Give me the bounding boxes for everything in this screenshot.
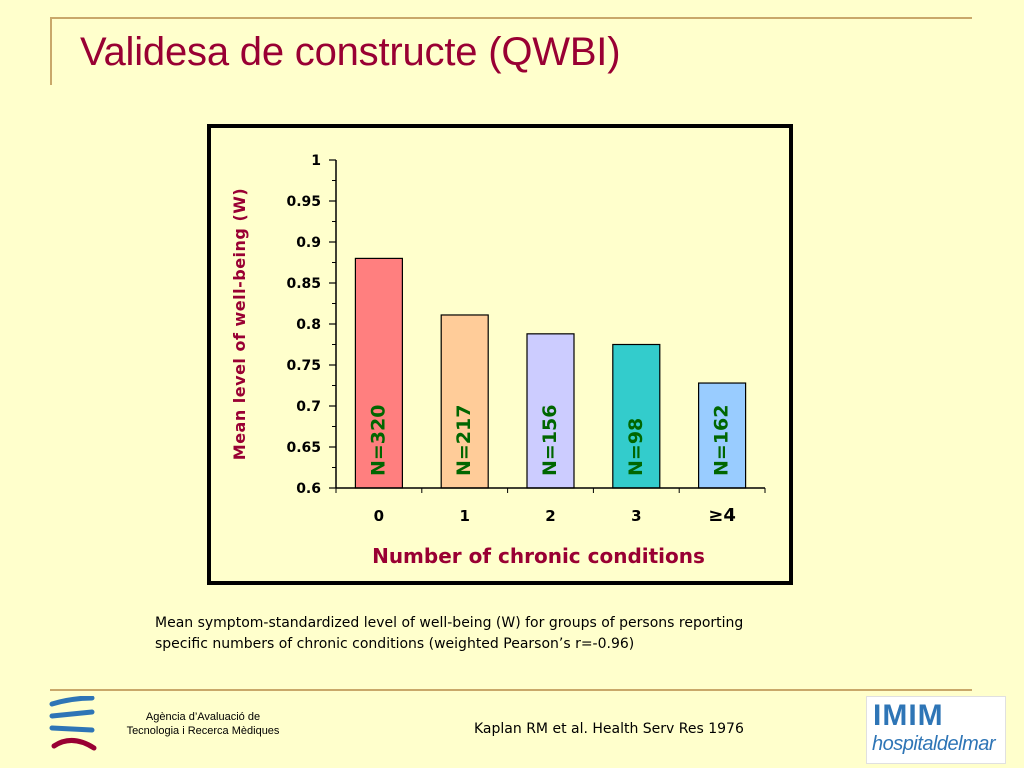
bar-label: N=98: [625, 418, 647, 476]
imim-logo-line-1: IMIM: [873, 699, 944, 732]
x-tick-label: 2: [545, 507, 555, 525]
x-axis: 0 1 2 3 ≥4: [335, 487, 766, 526]
bar-label: N=320: [367, 405, 389, 476]
agency-line-2: Tecnologia i Recerca Mèdiques: [126, 725, 280, 737]
y-axis: 0.6 0.65 0.7 0.75 0.8 0.85 0.9 0.95 1: [286, 153, 337, 497]
side-rule: [50, 17, 52, 85]
bottom-rule: [50, 689, 972, 691]
bar: [698, 382, 747, 489]
imim-logo-line-2: hospitaldelmar: [872, 733, 996, 755]
reference: Kaplan RM et al. Health Serv Res 1976: [474, 721, 744, 737]
y-tick-label: 0.9: [296, 235, 321, 251]
bar-label: N=156: [539, 405, 561, 476]
bar: [526, 333, 575, 489]
x-tick-label: ≥4: [708, 505, 736, 526]
x-tick-label: 3: [631, 507, 641, 525]
caption-line-1: Mean symptom-standardized level of well-…: [155, 615, 744, 631]
figure-caption: Mean symptom-standardized level of well-…: [155, 613, 855, 655]
y-tick-label: 0.75: [286, 358, 321, 374]
bar-label: N=162: [711, 405, 733, 476]
bar-label: N=217: [453, 405, 475, 476]
y-tick-label: 0.6: [296, 481, 321, 497]
x-axis-title: Number of chronic conditions: [372, 544, 705, 568]
y-tick-label: 0.8: [296, 317, 321, 333]
y-tick-label: 0.85: [286, 276, 321, 292]
x-tick-label: 1: [459, 507, 469, 525]
x-tick-label: 0: [374, 507, 384, 525]
y-tick-label: 0.95: [286, 194, 321, 210]
bar: [612, 343, 661, 489]
y-tick-label: 0.65: [286, 440, 321, 456]
agency-name: Agència d’Avaluació de Tecnologia i Rece…: [118, 710, 288, 738]
bar: [440, 314, 489, 489]
y-tick-label: 0.7: [296, 399, 321, 415]
y-axis-title: Mean level of well-being (W): [230, 188, 249, 460]
caption-line-2: specific numbers of chronic conditions (…: [155, 636, 635, 652]
slide-title: Validesa de constructe (QWBI): [80, 30, 621, 74]
agency-line-1: Agència d’Avaluació de: [145, 711, 261, 723]
imim-logo: IMIM hospitaldelmar: [866, 696, 1006, 764]
bar: [354, 257, 403, 489]
y-tick-label: 1: [311, 153, 321, 169]
agency-logo-icon: [49, 696, 97, 751]
bar-chart: 0.6 0.65 0.7 0.75 0.8 0.85 0.9 0.95 1 N=320 N=217…: [230, 153, 766, 568]
chart-panel: 0.6 0.65 0.7 0.75 0.8 0.85 0.9 0.95 1 N=320 N=217…: [207, 124, 793, 585]
top-rule: [50, 17, 972, 19]
bars: N=320 N=217 N=156 N=98 N=162: [354, 257, 747, 489]
